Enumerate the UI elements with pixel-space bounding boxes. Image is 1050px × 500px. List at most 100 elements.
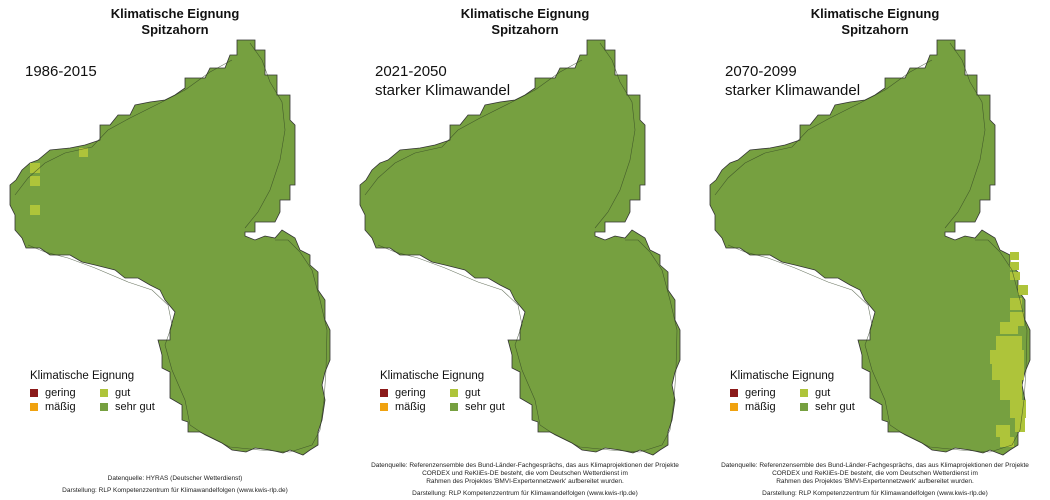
legend-item-gut: gut [450,387,520,399]
credits: Datenquelle: HYRAS (Deutscher Wetterdien… [0,475,350,495]
legend: Klimatische Eignung gering gut mäßig seh… [730,370,870,413]
period-line-1: 2070-2099 [725,63,797,80]
suitability-map [9,39,331,456]
title-line-1: Klimatische Eignung [810,6,940,21]
region-gut [1010,252,1019,260]
legend-title: Klimatische Eignung [380,370,485,382]
region-gut [990,350,1024,364]
source-line-2: CORDEX und ReKliEs-DE besteht, die vom D… [422,470,628,477]
title-line-1: Klimatische Eignung [110,6,240,21]
period-line-2: starker Klimawandel [725,82,861,99]
swatch-massig [730,403,738,411]
legend-label: gering [45,387,76,399]
legend-title: Klimatische Eignung [730,370,835,382]
credits: Datenquelle: Referenzensemble des Bund-L… [700,462,1050,498]
source-line-1: Datenquelle: HYRAS (Deutscher Wetterdien… [107,475,243,482]
map-panel-1986-2015: Klimatische Eignung Spitzahorn 1986-2015… [0,0,350,500]
legend-label: mäßig [45,401,76,413]
suitability-map [359,39,681,456]
legend: Klimatische Eignung gering gut mäßig seh… [380,370,520,413]
region-sehr-gut [709,39,1031,456]
title-line-2: Spitzahorn [841,22,909,37]
legend-item-gering: gering [380,387,450,399]
source-line-1: Datenquelle: Referenzensemble des Bund-L… [721,462,1029,469]
period-line-2: starker Klimawandel [375,82,511,99]
credit-line: Darstellung: RLP Kompetenzzentrum für Kl… [762,490,988,497]
swatch-massig [380,403,388,411]
region-gut [992,364,1024,380]
region-gut [996,425,1010,437]
legend-item-gering: gering [730,387,800,399]
region-gut [79,148,88,157]
panel-title: Klimatische Eignung Spitzahorn [700,6,1050,38]
state-border-line [714,42,1028,453]
swatch-gering [730,389,738,397]
legend-item-sehr-gut: sehr gut [450,401,520,413]
legend-label: sehr gut [115,401,155,413]
legend-label: gut [465,387,481,399]
source-line-3: Rahmen des Projektes 'BMVI-Expertennetzw… [776,478,974,485]
period-label: 1986-2015 [25,62,97,81]
swatch-gut [800,389,808,397]
legend-item-massig: mäßig [380,401,450,413]
title-line-2: Spitzahorn [141,22,209,37]
legend-item-gering: gering [30,387,100,399]
region-gut [30,205,40,215]
region-sehr-gut [9,39,331,456]
credit-line: Darstellung: RLP Kompetenzzentrum für Kl… [62,487,288,494]
legend-label: sehr gut [815,401,855,413]
legend-label: gut [815,387,831,399]
region-gut [1000,322,1018,334]
legend-label: gut [115,387,131,399]
legend-item-gut: gut [800,387,870,399]
legend-label: sehr gut [465,401,505,413]
legend-label: mäßig [395,401,426,413]
legend-label: gering [395,387,426,399]
period-line-1: 1986-2015 [25,63,97,80]
credits: Datenquelle: Referenzensemble des Bund-L… [350,462,700,498]
map-panel-2021-2050: Klimatische Eignung Spitzahorn 2021-2050… [350,0,700,500]
title-line-2: Spitzahorn [491,22,559,37]
legend-item-sehr-gut: sehr gut [100,401,170,413]
swatch-massig [30,403,38,411]
panel-title: Klimatische Eignung Spitzahorn [350,6,700,38]
suitability-map [709,39,1031,456]
swatch-gering [380,389,388,397]
legend-label: mäßig [745,401,776,413]
region-gut [1010,272,1020,280]
state-border-line [364,42,678,453]
period-label: 2070-2099 starker Klimawandel [725,62,860,100]
region-gut [1018,285,1028,295]
source-line-3: Rahmen des Projektes 'BMVI-Expertennetzw… [426,478,624,485]
legend-item-gut: gut [100,387,170,399]
period-label: 2021-2050 starker Klimawandel [375,62,510,100]
legend: Klimatische Eignung gering gut mäßig seh… [30,370,170,413]
region-gut [1000,437,1014,447]
region-gut [1010,298,1022,310]
region-gut [996,336,1022,350]
swatch-sehr-gut [800,403,808,411]
legend-label: gering [745,387,776,399]
credit-line: Darstellung: RLP Kompetenzzentrum für Kl… [412,490,638,497]
source-line-2: CORDEX und ReKliEs-DE besteht, die vom D… [772,470,978,477]
region-gut [30,163,40,173]
region-gut [30,176,40,186]
region-gut [1000,380,1022,400]
legend-item-sehr-gut: sehr gut [800,401,870,413]
swatch-sehr-gut [100,403,108,411]
map-panel-2070-2099: Klimatische Eignung Spitzahorn 2070-2099… [700,0,1050,500]
period-line-1: 2021-2050 [375,63,447,80]
legend-title: Klimatische Eignung [30,370,135,382]
panel-title: Klimatische Eignung Spitzahorn [0,6,350,38]
legend-item-massig: mäßig [30,401,100,413]
region-gut [1015,418,1025,432]
swatch-gering [30,389,38,397]
source-line-1: Datenquelle: Referenzensemble des Bund-L… [371,462,679,469]
region-gut [1010,262,1019,270]
title-line-1: Klimatische Eignung [460,6,590,21]
region-sehr-gut [359,39,681,456]
swatch-sehr-gut [450,403,458,411]
state-border-line [14,42,328,453]
swatch-gut [100,389,108,397]
legend-item-massig: mäßig [730,401,800,413]
